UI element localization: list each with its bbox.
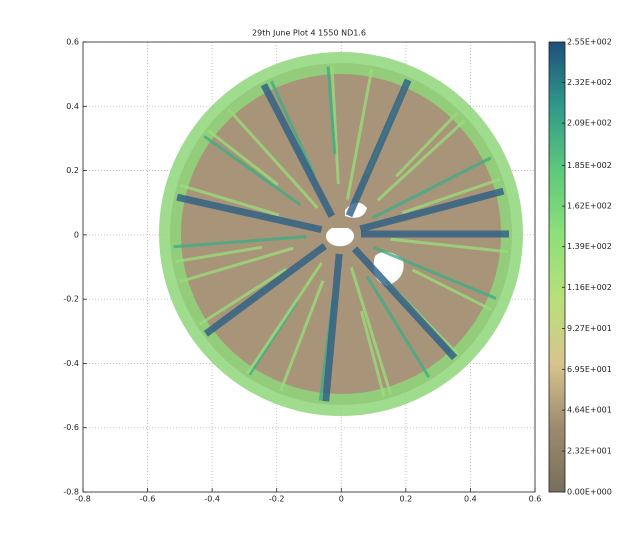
scan-image bbox=[159, 52, 523, 416]
colorbar-tick-label: 4.64E+001 bbox=[567, 406, 612, 415]
spoke bbox=[203, 243, 327, 337]
y-tick-label: 0 bbox=[74, 230, 79, 239]
spoke bbox=[326, 66, 337, 155]
spoke bbox=[401, 177, 501, 215]
spoke bbox=[411, 268, 492, 311]
y-tick-label: 0.2 bbox=[66, 166, 79, 175]
spoke bbox=[322, 253, 343, 402]
spoke bbox=[227, 108, 319, 210]
chart-title: 29th June Plot 4 1550 ND1.6 bbox=[252, 29, 366, 38]
x-tick-label: 0.6 bbox=[529, 495, 542, 504]
colorbar-tick-label: 0.00E+000 bbox=[567, 488, 612, 497]
spoke bbox=[175, 245, 263, 264]
colorbar-tick-label: 2.32E+001 bbox=[567, 447, 612, 456]
x-tick-label: -0.2 bbox=[269, 495, 285, 504]
x-tick-label: -0.8 bbox=[75, 495, 91, 504]
spoke bbox=[207, 129, 279, 187]
spoke bbox=[270, 80, 316, 176]
colorbar bbox=[548, 41, 566, 493]
spoke bbox=[376, 119, 466, 202]
spoke bbox=[359, 187, 505, 233]
x-tick-label: 0.2 bbox=[399, 495, 412, 504]
spoke bbox=[179, 246, 294, 284]
colorbar-tick-label: 2.09E+002 bbox=[567, 119, 612, 128]
spoke bbox=[365, 275, 431, 378]
spoke bbox=[198, 267, 288, 326]
spoke bbox=[372, 246, 497, 300]
spoke bbox=[260, 83, 335, 218]
spoke bbox=[351, 246, 458, 361]
y-tick-label: -0.6 bbox=[63, 423, 79, 432]
spoke bbox=[203, 135, 302, 207]
spoke bbox=[345, 68, 374, 200]
axes-box bbox=[82, 41, 536, 493]
spoke bbox=[279, 280, 325, 392]
colorbar-tick-label: 2.55E+002 bbox=[567, 38, 612, 47]
colorbar-tick-label: 1.39E+002 bbox=[567, 242, 612, 251]
y-tick-label: 0.6 bbox=[66, 38, 79, 47]
y-tick-label: -0.2 bbox=[63, 295, 79, 304]
colorbar-tick-label: 1.62E+002 bbox=[567, 202, 612, 211]
spoke bbox=[246, 262, 323, 375]
spoke bbox=[360, 310, 386, 397]
x-tick-label: -0.4 bbox=[204, 495, 220, 504]
spoke bbox=[179, 183, 280, 217]
y-tick-label: -0.4 bbox=[63, 359, 79, 368]
x-tick-label: -0.6 bbox=[140, 495, 156, 504]
gap bbox=[325, 228, 354, 247]
colorbar-tick-label: 1.85E+002 bbox=[567, 161, 612, 170]
colorbar-tick-label: 9.27E+001 bbox=[567, 324, 612, 333]
spoke bbox=[395, 111, 459, 178]
spoke bbox=[390, 237, 509, 254]
spoke bbox=[330, 66, 340, 185]
spoke bbox=[345, 78, 412, 218]
colorbar-tick-label: 2.32E+002 bbox=[567, 78, 612, 87]
x-tick-label: 0 bbox=[339, 495, 344, 504]
spoke bbox=[349, 266, 393, 395]
y-tick-label: 0.4 bbox=[66, 102, 79, 111]
x-tick-label: 0.4 bbox=[464, 495, 477, 504]
y-tick-label: -0.8 bbox=[63, 488, 79, 497]
spoke bbox=[173, 235, 307, 249]
colorbar-tick-label: 6.95E+001 bbox=[567, 365, 612, 374]
colorbar-tick-label: 1.16E+002 bbox=[567, 283, 612, 292]
spoke bbox=[176, 193, 323, 234]
spoke bbox=[371, 156, 492, 220]
scan-rim bbox=[159, 52, 523, 416]
